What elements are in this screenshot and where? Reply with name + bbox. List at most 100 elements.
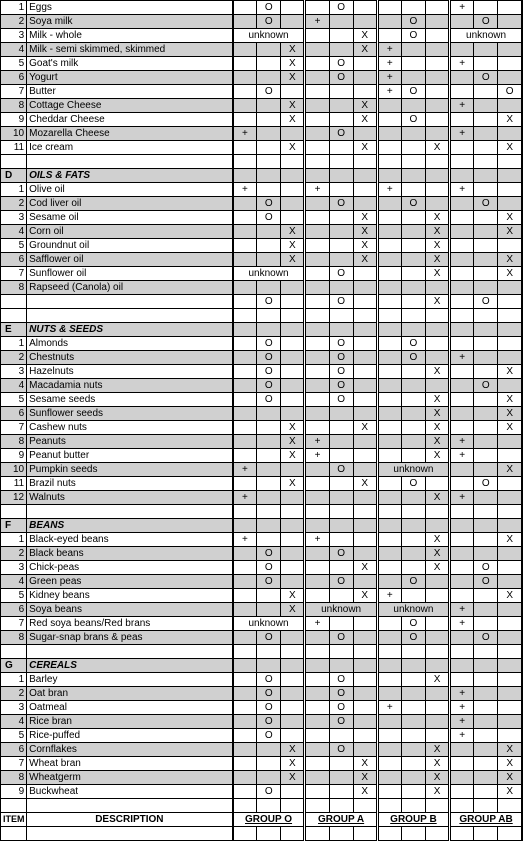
row-number: 5 (1, 57, 27, 71)
cell (377, 351, 401, 365)
cell: X (498, 267, 522, 281)
cell: O (257, 715, 281, 729)
row-number: 4 (1, 715, 27, 729)
row-description: Groundnut oil (27, 239, 233, 253)
cell (474, 589, 498, 603)
cell (498, 183, 522, 197)
cell (377, 295, 401, 309)
cell (377, 827, 401, 841)
cell (474, 659, 498, 673)
cell (257, 449, 281, 463)
cell (498, 477, 522, 491)
row-number: 1 (1, 533, 27, 547)
cell: X (353, 421, 377, 435)
cell (474, 435, 498, 449)
cell (377, 155, 401, 169)
cell (305, 491, 329, 505)
row-description: Sunflower seeds (27, 407, 233, 421)
cell (401, 785, 425, 799)
cell (353, 491, 377, 505)
cell (401, 771, 425, 785)
cell: O (329, 1, 353, 15)
cell (281, 505, 305, 519)
cell: X (281, 57, 305, 71)
cell: X (353, 785, 377, 799)
row-description: Black-eyed beans (27, 533, 233, 547)
row-number: 4 (1, 225, 27, 239)
cell: O (474, 379, 498, 393)
cell: + (450, 99, 474, 113)
cell: O (257, 729, 281, 743)
cell (281, 631, 305, 645)
cell (450, 43, 474, 57)
cell: + (450, 603, 474, 617)
cell (305, 785, 329, 799)
cell (377, 631, 401, 645)
cell (329, 309, 353, 323)
row-description: Chick-peas (27, 561, 233, 575)
cell (401, 729, 425, 743)
cell (474, 351, 498, 365)
cell (401, 393, 425, 407)
row-number: 8 (1, 631, 27, 645)
cell (425, 729, 449, 743)
row-description: Peanut butter (27, 449, 233, 463)
cell (233, 43, 257, 57)
cell (498, 687, 522, 701)
row-description: Cornflakes (27, 743, 233, 757)
cell (498, 435, 522, 449)
row-number: 3 (1, 561, 27, 575)
cell: + (377, 701, 401, 715)
cell (474, 827, 498, 841)
cell (233, 519, 257, 533)
row-description: Corn oil (27, 225, 233, 239)
cell (281, 785, 305, 799)
cell: O (474, 71, 498, 85)
cell: X (425, 435, 449, 449)
cell (377, 1, 401, 15)
cell: O (257, 393, 281, 407)
cell (425, 155, 449, 169)
cell (450, 309, 474, 323)
cell: X (498, 757, 522, 771)
cell (377, 337, 401, 351)
row-description: Cod liver oil (27, 197, 233, 211)
row-description (27, 645, 233, 659)
cell (329, 253, 353, 267)
cell (474, 701, 498, 715)
cell (329, 99, 353, 113)
cell (353, 323, 377, 337)
cell (474, 225, 498, 239)
cell (498, 617, 522, 631)
table-body: 1EggsOO+2Soya milkO+OO3Milk - wholeunkno… (1, 1, 523, 841)
row-number: 3 (1, 365, 27, 379)
row-description: Milk - semi skimmed, skimmed (27, 43, 233, 57)
cell (425, 29, 449, 43)
cell (305, 169, 329, 183)
cell (401, 449, 425, 463)
cell (377, 407, 401, 421)
cell (401, 519, 425, 533)
cell (329, 659, 353, 673)
cell: X (281, 757, 305, 771)
cell (305, 323, 329, 337)
cell (233, 701, 257, 715)
cell (281, 127, 305, 141)
cell: X (425, 141, 449, 155)
row-number: 2 (1, 547, 27, 561)
cell (257, 127, 281, 141)
row-number (1, 827, 27, 841)
row-number: 7 (1, 617, 27, 631)
cell (498, 43, 522, 57)
cell (353, 267, 377, 281)
cell (425, 99, 449, 113)
cell (353, 575, 377, 589)
row-description: Cottage Cheese (27, 99, 233, 113)
cell (498, 673, 522, 687)
cell: + (450, 127, 474, 141)
cell: X (353, 771, 377, 785)
cell (474, 645, 498, 659)
cell: + (305, 435, 329, 449)
row-description (27, 295, 233, 309)
cell (425, 617, 449, 631)
